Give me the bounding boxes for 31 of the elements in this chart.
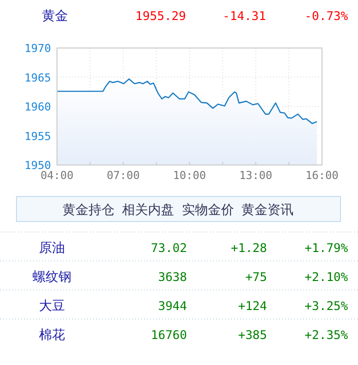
text: +1.28 <box>230 241 267 255</box>
y-tick-label: 1970 <box>24 42 51 55</box>
text: 棉花 <box>39 328 65 343</box>
x-tick-label: 13:00 <box>239 169 272 182</box>
text: +124 <box>238 299 267 313</box>
y-tick-label: 1955 <box>24 130 51 143</box>
x-tick-label: 07:00 <box>106 169 140 182</box>
x-tick-label: 10:00 <box>172 169 206 182</box>
chart-title: 黄金 <box>42 9 68 24</box>
y-tick-label: 1960 <box>24 100 51 114</box>
text: -14.31 <box>222 9 266 23</box>
text: +75 <box>245 270 267 284</box>
text: +2.35% <box>304 328 349 342</box>
text: -0.73% <box>304 9 349 23</box>
text: +385 <box>238 328 267 342</box>
text: 73.02 <box>150 241 187 255</box>
text: +3.25% <box>304 299 349 313</box>
text: 螺纹钢 <box>32 270 72 285</box>
y-tick-label: 1950 <box>24 159 51 172</box>
x-tick-label: 04:00 <box>40 169 74 182</box>
text: 原油 <box>39 241 65 256</box>
text: +1.79% <box>304 241 349 255</box>
x-tick-label: 16:00 <box>305 169 339 182</box>
text: 1955.29 <box>135 9 186 23</box>
text: 16760 <box>150 328 187 342</box>
text: 大豆 <box>39 299 65 314</box>
text: 3638 <box>158 270 187 284</box>
y-tick-label: 1965 <box>24 71 51 84</box>
text: 3944 <box>158 299 187 313</box>
text: +2.10% <box>304 270 349 284</box>
text: 黄金持仓 相关内盘 实物金价 黄金资讯 <box>62 203 294 218</box>
